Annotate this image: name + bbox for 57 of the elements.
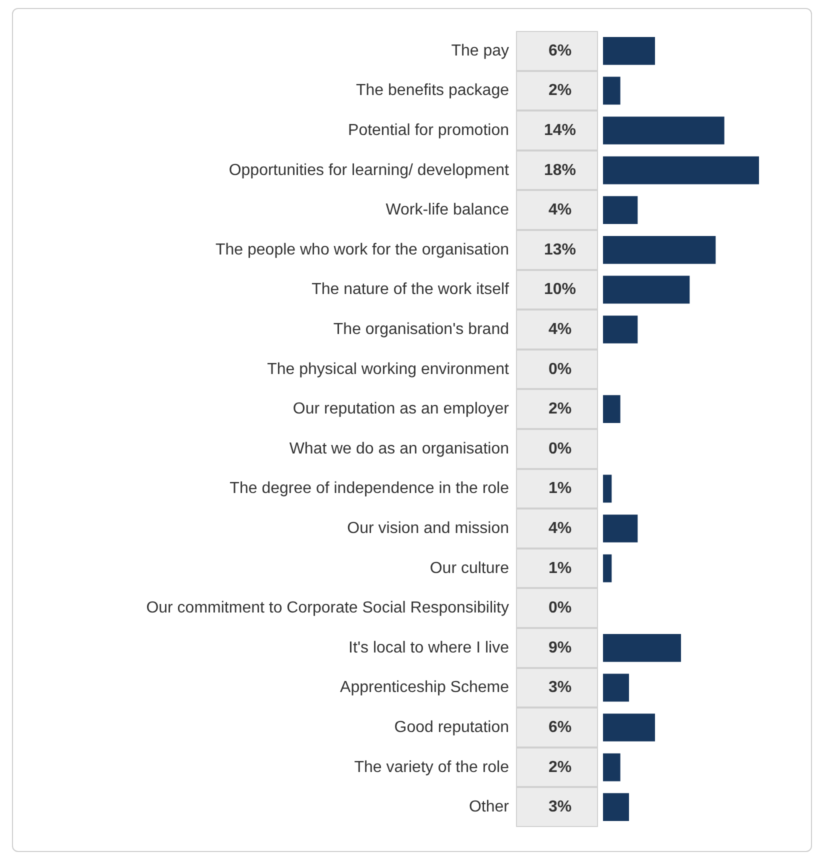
- y-tick-label: Potential for promotion: [348, 122, 509, 139]
- data-label: 4%: [548, 321, 572, 338]
- bar: [603, 36, 655, 65]
- bar: [603, 156, 759, 184]
- data-label: 6%: [548, 719, 572, 736]
- y-tick-label: Our commitment to Corporate Social Responsibility: [146, 600, 509, 617]
- y-tick-label: The physical working environment: [267, 360, 510, 378]
- bar: [603, 674, 629, 702]
- y-tick-label: It's local to where I live: [348, 639, 510, 656]
- data-label: 0%: [548, 440, 572, 458]
- y-tick-label: The degree of independence in the role: [230, 480, 510, 498]
- y-tick-label: Good reputation: [394, 719, 509, 736]
- bar: [603, 316, 638, 344]
- data-label: 2%: [548, 82, 572, 100]
- data-label: 14%: [544, 122, 576, 139]
- data-label: 0%: [548, 360, 572, 378]
- data-label: 18%: [544, 162, 576, 179]
- data-label: 2%: [548, 400, 572, 418]
- bar: [603, 276, 690, 304]
- y-tick-label: Our reputation as an employer: [292, 400, 510, 418]
- data-label: 6%: [548, 42, 572, 60]
- bar: [603, 76, 620, 105]
- bar: [603, 753, 620, 782]
- data-label: 4%: [548, 520, 572, 537]
- data-label: 0%: [548, 600, 572, 617]
- y-tick-label: What we do as an organisation: [289, 440, 509, 458]
- bar: [603, 196, 638, 224]
- data-label: 1%: [548, 560, 572, 577]
- bar: [603, 514, 638, 542]
- y-tick-label: The nature of the work itself: [312, 281, 510, 298]
- y-tick-label: The people who work for the organisation: [215, 241, 509, 258]
- bar: [603, 395, 620, 424]
- y-tick-label: Our culture: [430, 560, 510, 577]
- y-tick-label: The benefits package: [356, 82, 510, 100]
- bar: [603, 116, 724, 144]
- data-label: 1%: [548, 480, 572, 498]
- y-tick-label: The organisation's brand: [333, 321, 509, 338]
- data-label: 9%: [548, 639, 572, 656]
- y-tick-label: The pay: [451, 42, 509, 60]
- y-tick-label: Apprenticeship Scheme: [340, 679, 510, 696]
- bar: [603, 714, 655, 742]
- y-tick-label: Other: [468, 798, 510, 816]
- y-tick-label: Work-life balance: [386, 202, 510, 219]
- bar: [603, 474, 612, 503]
- y-tick-label: Opportunities for learning/ development: [228, 162, 510, 179]
- bar: [603, 554, 612, 582]
- data-label: 3%: [548, 798, 572, 816]
- data-label: 3%: [548, 679, 572, 696]
- data-label: 13%: [544, 241, 576, 258]
- bar: [603, 793, 629, 822]
- y-tick-label: Our vision and mission: [347, 520, 509, 537]
- data-label: 4%: [548, 202, 572, 219]
- bar: [603, 634, 681, 662]
- data-label: 2%: [548, 758, 572, 776]
- bar: [603, 236, 716, 264]
- y-tick-label: The variety of the role: [354, 758, 510, 776]
- data-label: 10%: [544, 281, 576, 298]
